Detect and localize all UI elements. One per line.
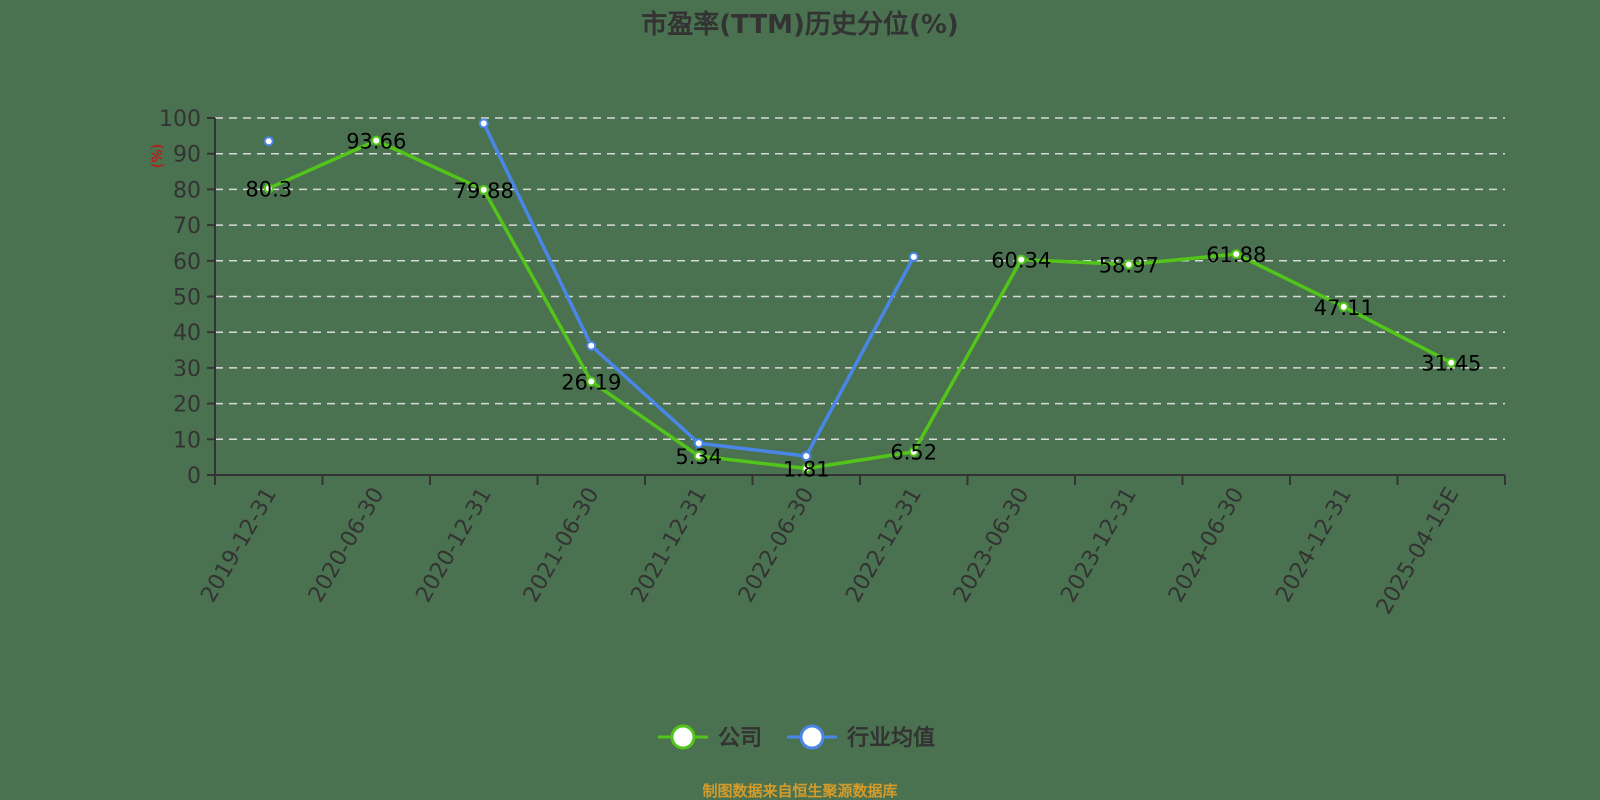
data-point[interactable] [908,446,919,457]
data-label: 1.81 [783,458,830,482]
data-label: 5.34 [675,445,722,469]
legend: 公司 行业均值 [658,724,935,751]
data-label: 6.52 [890,441,937,465]
y-tick-label: 10 [173,428,201,453]
legend-marker-company [670,724,696,750]
data-point[interactable] [478,184,489,195]
data-point[interactable] [693,450,704,461]
data-point[interactable] [1231,249,1242,260]
x-tick-label: 2021-12-31 [626,484,712,607]
data-point[interactable] [693,438,704,449]
y-tick-label: 50 [173,286,201,311]
y-tick-label: 90 [173,143,201,168]
x-tick-label: 2025-04-15E [1372,484,1465,619]
legend-marker-industry [799,724,825,750]
data-label: 93.66 [346,130,406,154]
data-point[interactable] [1123,259,1134,270]
y-axis: 0 10 20 30 40 50 60 70 80 90 100 [159,107,216,489]
data-label: 79.88 [454,179,514,203]
series-line [268,138,1453,471]
data-point[interactable] [263,183,274,194]
data-point[interactable] [1446,357,1457,368]
data-label: 26.19 [561,371,621,395]
series-line [482,122,916,458]
data-label: 47.11 [1314,296,1374,320]
x-tick-label: 2023-12-31 [1056,484,1142,607]
data-point[interactable] [263,136,274,147]
x-tick-label: 2020-06-30 [304,484,390,607]
data-label: 31.45 [1421,352,1481,376]
data-point[interactable] [801,451,812,462]
series-company [263,135,1457,474]
data-point[interactable] [371,135,382,146]
x-tick-label: 2024-12-31 [1271,484,1357,607]
chart-title: 市盈率(TTM)历史分位(%) [641,9,959,40]
y-tick-label: 40 [173,321,201,346]
data-label: 80.3 [245,177,292,201]
series-industry-average [263,118,919,462]
data-source-note: 制图数据来自恒生聚源数据库 [702,782,897,800]
y-tick-label: 20 [173,393,201,418]
x-tick-label: 2022-06-30 [734,484,820,607]
legend-item-company[interactable]: 公司 [658,724,762,751]
grid-lines [215,117,1505,441]
legend-item-industry[interactable]: 行业均值 [787,724,935,751]
legend-label-industry: 行业均值 [846,725,935,751]
data-labels: 80.3 93.66 79.88 26.19 5.34 1.81 6.52 60.34 58.9… [245,130,1481,482]
x-tick-label: 2022-12-31 [841,484,927,607]
y-tick-label: 30 [173,357,201,382]
x-tick-label: 2021-06-30 [519,484,605,607]
y-tick-label: 80 [173,178,201,203]
y-tick-label: 100 [159,107,201,132]
data-point[interactable] [478,118,489,129]
x-tick-label: 2020-12-31 [411,484,497,607]
data-point[interactable] [586,340,597,351]
y-tick-label: 70 [173,214,201,239]
data-point[interactable] [801,463,812,474]
x-tick-label: 2023-06-30 [949,484,1035,607]
data-label: 60.34 [991,249,1051,273]
data-point[interactable] [586,376,597,387]
y-tick-label: 60 [173,250,201,275]
legend-label-company: 公司 [718,726,762,751]
y-tick-label: 0 [187,464,201,489]
data-point[interactable] [908,251,919,262]
data-point[interactable] [1016,254,1027,265]
x-tick-label: 2024-06-30 [1164,484,1250,607]
data-point[interactable] [1338,301,1349,312]
series-lines [263,118,1457,474]
x-axis: 2019-12-31 2020-06-30 2020-12-31 2021-06-30… [196,474,1506,619]
data-label: 61.88 [1206,243,1266,267]
y-axis-label: (%) [150,144,166,168]
x-tick-label: 2019-12-31 [196,484,282,607]
data-label: 58.97 [1099,253,1159,277]
